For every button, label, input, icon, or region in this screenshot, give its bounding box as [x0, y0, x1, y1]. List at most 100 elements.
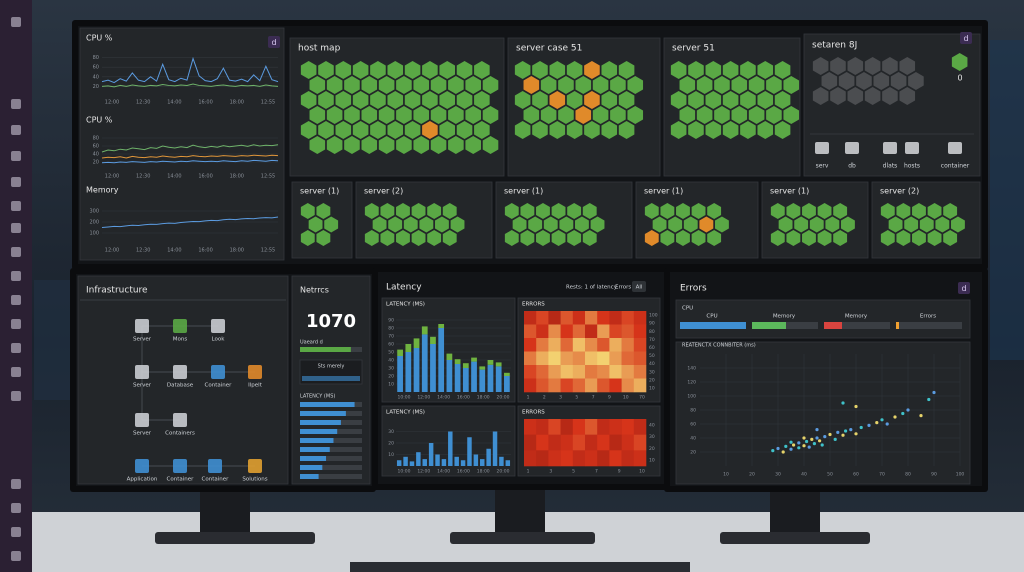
heat-cell	[536, 351, 549, 366]
host-hex	[532, 121, 548, 139]
sidebar-icon	[11, 271, 21, 281]
host-hex	[427, 203, 442, 219]
heat-cell	[621, 419, 635, 435]
icon	[905, 142, 919, 154]
host-hex	[387, 121, 404, 139]
heat-cell	[597, 365, 610, 379]
host-hex	[536, 230, 550, 246]
host-hex	[770, 230, 785, 246]
host-hex	[890, 72, 907, 90]
host-hex	[482, 76, 499, 94]
scatter-point	[792, 443, 796, 447]
heat-cell	[560, 450, 574, 467]
host-hex	[549, 91, 566, 109]
heat-cell	[633, 450, 647, 467]
bar	[471, 361, 477, 392]
monitor-base	[720, 532, 870, 544]
host-hex	[448, 136, 464, 154]
button	[632, 281, 646, 292]
heat-cell	[621, 378, 635, 393]
host-hex	[551, 230, 566, 246]
host-hex	[482, 106, 499, 124]
heat-cell	[609, 365, 622, 379]
x-tick-label: 12:00	[105, 100, 119, 106]
heat-cell	[597, 419, 610, 435]
host-hex	[644, 230, 659, 246]
host-hex	[300, 121, 317, 139]
node-label: Application	[127, 477, 158, 483]
host-hex	[558, 106, 574, 124]
x-tick-label: 12:55	[261, 248, 275, 254]
bar	[430, 336, 436, 344]
node-label: Container	[205, 383, 233, 389]
heat-cell	[597, 450, 610, 467]
host-hex	[422, 121, 438, 139]
host-hex	[864, 87, 881, 105]
heat-cell	[585, 434, 598, 451]
y-tick-label: 20	[649, 377, 655, 383]
scatter-point	[802, 444, 806, 448]
scatter-point	[771, 449, 775, 453]
legend-track	[824, 322, 890, 329]
host-hex	[404, 121, 421, 139]
host-hex	[896, 230, 911, 246]
scatter-point	[776, 446, 780, 451]
scatter-point	[828, 432, 832, 437]
host-hex	[361, 136, 378, 154]
host-hex	[316, 230, 331, 246]
scatter-point	[885, 422, 889, 426]
heat-cell	[548, 324, 561, 339]
host-hex	[300, 203, 315, 219]
x-tick-label: 12:00	[105, 174, 119, 180]
host-hex	[715, 216, 729, 233]
heat-cell	[524, 378, 537, 393]
heat-cell	[524, 311, 537, 325]
host-hex	[679, 76, 696, 94]
panel-title: Errors	[680, 284, 707, 294]
bar	[413, 348, 420, 392]
host-hex	[722, 61, 739, 79]
host-hex	[335, 91, 352, 109]
y-tick-label: 200	[89, 220, 99, 226]
bar	[405, 344, 412, 352]
node-label: Mons	[173, 337, 188, 343]
host-hex	[691, 203, 706, 219]
heat-cell	[560, 434, 574, 451]
host-hex	[757, 61, 774, 79]
monitor-stand	[200, 490, 250, 535]
scatter-point	[849, 428, 853, 432]
host-hex	[688, 121, 704, 139]
host-hex	[748, 106, 765, 124]
sidebar-icon	[11, 479, 21, 489]
host-hex	[908, 72, 924, 90]
host-hex	[880, 203, 895, 219]
bar-track	[300, 447, 362, 452]
heat-cell	[597, 351, 610, 366]
host-hex	[442, 230, 457, 246]
scatter-point	[859, 425, 863, 430]
line-series	[101, 154, 279, 159]
host-hex	[370, 91, 386, 109]
heat-cell	[524, 351, 537, 366]
bar-label: Uaeard d	[300, 340, 323, 346]
progress-bar	[300, 347, 351, 352]
y-tick-label: 80	[388, 326, 394, 332]
node-label: Container	[202, 477, 230, 483]
scatter-point	[906, 408, 910, 412]
host-hex	[450, 216, 465, 233]
host-hex	[352, 121, 369, 139]
x-tick-label: 100	[956, 472, 965, 478]
host-hex	[774, 91, 791, 109]
latency-bar	[300, 429, 338, 434]
host-hex	[439, 121, 456, 139]
node-label: Server	[133, 383, 152, 389]
host-hex	[520, 203, 535, 219]
y-tick-label: 80	[93, 55, 99, 61]
legend-title: CPU	[682, 306, 693, 312]
bar	[435, 454, 440, 466]
host-hex	[404, 61, 421, 79]
heat-cell	[621, 450, 635, 467]
heat-cell	[572, 365, 586, 379]
scatter-point	[812, 442, 817, 446]
x-tick-label: 18:00	[477, 395, 490, 401]
